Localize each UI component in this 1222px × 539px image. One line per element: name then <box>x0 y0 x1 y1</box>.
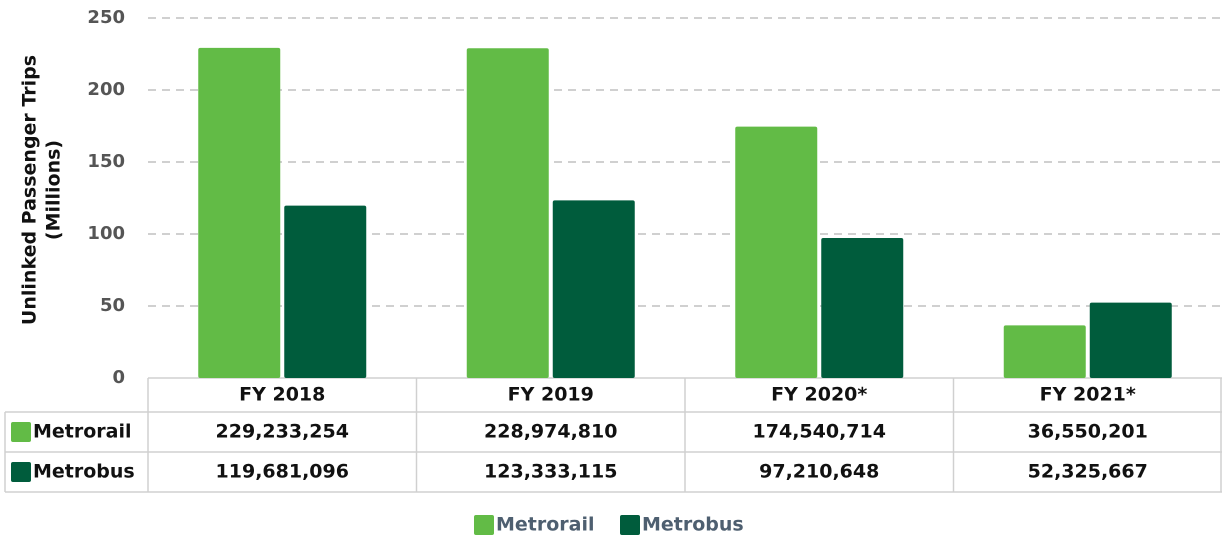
table-value: 36,550,201 <box>1028 421 1148 443</box>
table-value: 97,210,648 <box>759 461 879 483</box>
y-tick-label: 250 <box>87 7 125 28</box>
y-axis-label-line: Unlinked Passenger Trips <box>19 55 41 325</box>
bar <box>284 205 367 378</box>
table-value: 119,681,096 <box>216 461 349 483</box>
legend-label: Metrobus <box>642 514 744 536</box>
y-tick-label: 100 <box>87 223 125 244</box>
x-tick-label: FY 2018 <box>239 384 325 406</box>
table-value: 174,540,714 <box>753 421 886 443</box>
bar <box>1003 325 1086 378</box>
x-tick-label: FY 2020* <box>771 384 867 406</box>
bar <box>466 48 549 378</box>
bar <box>1089 302 1172 378</box>
bar <box>552 200 635 378</box>
table-row-label: Metrobus <box>33 461 135 483</box>
x-tick-label: FY 2019 <box>508 384 594 406</box>
bar <box>735 126 818 378</box>
y-tick-label: 50 <box>100 295 125 316</box>
legend-swatch <box>474 515 494 535</box>
table-swatch <box>11 422 31 442</box>
bar <box>198 47 281 378</box>
y-tick-label: 200 <box>87 79 125 100</box>
y-axis-label: Unlinked Passenger Trips (Millions) <box>19 55 65 325</box>
bar <box>821 238 904 378</box>
y-tick-label: 150 <box>87 151 125 172</box>
table-value: 228,974,810 <box>484 421 617 443</box>
table-swatch <box>11 462 31 482</box>
table-value: 52,325,667 <box>1028 461 1148 483</box>
legend-swatch <box>620 515 640 535</box>
table-value: 123,333,115 <box>484 461 617 483</box>
y-axis-label-line: (Millions) <box>43 140 65 240</box>
y-tick-label: 0 <box>112 367 125 388</box>
legend-label: Metrorail <box>496 514 595 536</box>
table-value: 229,233,254 <box>216 421 349 443</box>
x-tick-label: FY 2021* <box>1040 384 1136 406</box>
table-row-label: Metrorail <box>33 421 132 443</box>
